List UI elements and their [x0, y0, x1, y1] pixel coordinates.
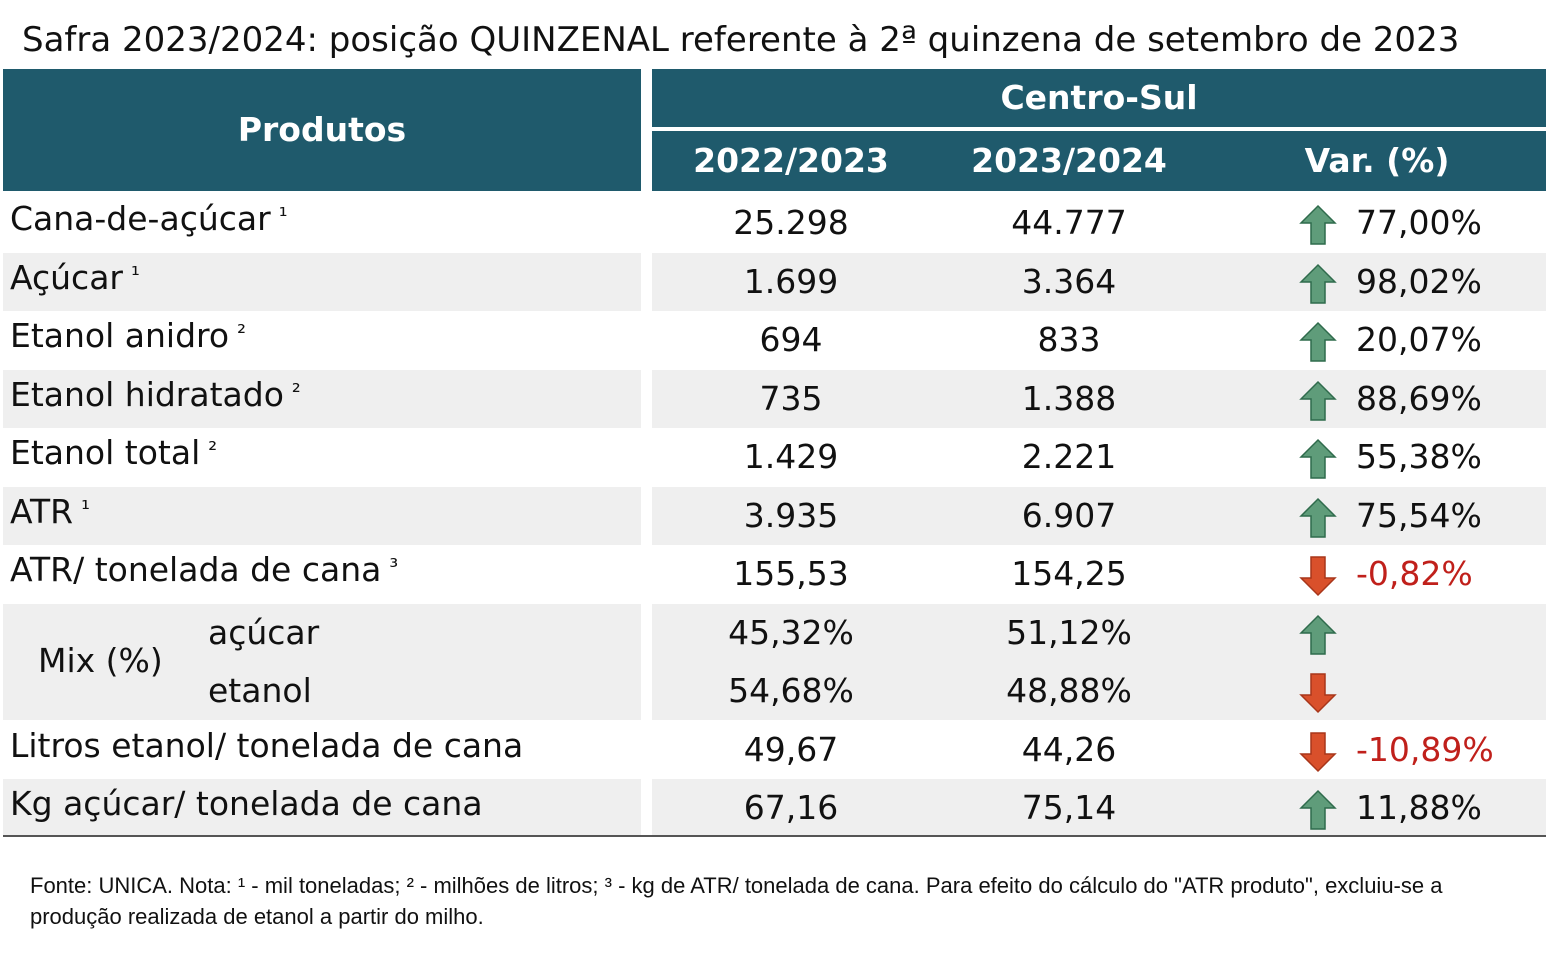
- value-2022: 735: [759, 378, 823, 418]
- table-row: Kg açúcar/ tonelada de cana 67,16 75,14 11,…: [0, 779, 1547, 837]
- row-bg-right: [652, 486, 1546, 545]
- row-bg-right: [652, 603, 1546, 720]
- header-col-var: Var. (%): [1304, 141, 1450, 180]
- row-label: Kg açúcar/ tonelada de cana: [10, 784, 483, 823]
- row-bg-left: [3, 603, 641, 720]
- arrow-up-icon: [1299, 380, 1337, 421]
- header-products-label: Produtos: [237, 110, 407, 149]
- header-columns: 2022/2023 2023/2024 Var. (%): [652, 131, 1546, 191]
- value-2022: 3.935: [743, 495, 839, 535]
- value-2022: 694: [759, 320, 823, 359]
- row-label: Cana-de-açúcar ¹: [10, 199, 288, 238]
- mix-label: Mix (%): [38, 640, 163, 680]
- variation-value: 55,38%: [1356, 437, 1482, 476]
- arrow-down-icon: [1299, 731, 1337, 772]
- row-label-footnote: ¹: [131, 262, 140, 288]
- variation-value: -10,89%: [1356, 729, 1494, 769]
- header-divider: [652, 127, 1546, 131]
- header-col-2023: 2023/2024: [971, 141, 1167, 180]
- value-2023: 154,25: [1011, 554, 1127, 593]
- variation-value: 75,54%: [1356, 495, 1482, 535]
- header-col-2022: 2022/2023: [693, 141, 889, 180]
- row-bg-left: [3, 252, 641, 311]
- arrow-up-icon: [1299, 497, 1337, 538]
- row-bg-left: [3, 486, 641, 545]
- variation-value: 77,00%: [1356, 203, 1482, 242]
- value-2022: 45,32%: [728, 612, 854, 652]
- table-row: Cana-de-açúcar ¹ 25.298 44.777 77,00%: [0, 194, 1547, 252]
- table-row: ATR ¹ 3.935 6.907 75,54%: [0, 486, 1547, 545]
- arrow-up-icon: [1299, 438, 1337, 479]
- table-row: Etanol anidro ² 694 833 20,07%: [0, 311, 1547, 369]
- value-2023: 833: [1037, 320, 1101, 359]
- row-label-footnote: ¹: [81, 496, 90, 522]
- header-region-label: Centro-Sul: [1000, 78, 1198, 117]
- row-label: Etanol hidratado ²: [10, 374, 301, 414]
- mix-sub-label: açúcar: [208, 612, 320, 652]
- value-2022: 155,53: [733, 554, 849, 593]
- value-2023: 2.221: [1021, 437, 1117, 476]
- value-2023: 48,88%: [1006, 671, 1132, 710]
- arrow-up-icon: [1299, 789, 1337, 830]
- arrow-up-icon: [1299, 614, 1337, 655]
- value-2022: 25.298: [733, 203, 849, 242]
- table-row: ATR/ tonelada de cana ³ 155,53 154,25 -0,82%: [0, 545, 1547, 603]
- row-label: Etanol total ²: [10, 433, 218, 472]
- row-label-footnote: ¹: [278, 204, 288, 229]
- value-2023: 51,12%: [1006, 612, 1132, 652]
- value-2022: 67,16: [743, 788, 839, 827]
- row-bg-right: [652, 252, 1546, 311]
- value-2022: 54,68%: [728, 671, 854, 710]
- table-row: Etanol total ² 1.429 2.221 55,38%: [0, 428, 1547, 486]
- mix-sub-label: etanol: [208, 671, 312, 710]
- row-label: Litros etanol/ tonelada de cana: [10, 725, 524, 765]
- value-2023: 6.907: [1021, 495, 1117, 535]
- row-label-footnote: ²: [237, 321, 246, 346]
- arrow-up-icon: [1299, 321, 1337, 362]
- row-label: Etanol anidro ²: [10, 316, 246, 355]
- value-2022: 49,67: [743, 729, 839, 769]
- value-2023: 75,14: [1021, 788, 1117, 827]
- row-label: ATR ¹: [10, 491, 90, 531]
- row-label: ATR/ tonelada de cana ³: [10, 550, 399, 589]
- value-2023: 1.388: [1021, 378, 1117, 418]
- row-bg-right: [652, 779, 1546, 837]
- row-label-footnote: ²: [291, 379, 301, 405]
- table-bottom-rule: [3, 835, 1546, 837]
- variation-value: 98,02%: [1356, 261, 1482, 301]
- mix-block: Mix (%) açúcar 45,32% 51,12% etanol 54,68% 48,…: [0, 603, 1547, 720]
- variation-value: 88,69%: [1356, 378, 1482, 418]
- row-bg-right: [652, 369, 1546, 428]
- variation-value: -0,82%: [1356, 554, 1473, 593]
- value-2023: 44,26: [1021, 729, 1117, 769]
- row-label: Açúcar ¹: [10, 257, 140, 297]
- row-label-footnote: ³: [389, 555, 399, 580]
- value-2022: 1.699: [743, 261, 839, 301]
- footer-note: Fonte: UNICA. Nota: ¹ - mil toneladas; ²…: [30, 873, 1443, 929]
- value-2023: 44.777: [1011, 203, 1127, 242]
- arrow-down-icon: [1299, 673, 1337, 714]
- variation-value: 11,88%: [1356, 788, 1482, 827]
- arrow-down-icon: [1299, 556, 1337, 597]
- row-label-footnote: ²: [208, 438, 218, 463]
- row-bg-left: [3, 369, 641, 428]
- value-2022: 1.429: [743, 437, 839, 476]
- table-row: Açúcar ¹ 1.699 3.364 98,02%: [0, 252, 1547, 311]
- arrow-up-icon: [1299, 263, 1337, 304]
- table-row: Litros etanol/ tonelada de cana 49,67 44,2…: [0, 721, 1547, 779]
- row-bg-left: [3, 779, 641, 837]
- header-region: Centro-Sul: [652, 69, 1546, 127]
- variation-value: 20,07%: [1356, 320, 1482, 359]
- table-row: Etanol hidratado ² 735 1.388 88,69%: [0, 369, 1547, 428]
- header-products: Produtos: [3, 69, 641, 191]
- page-title: Safra 2023/2024: posição QUINZENAL refer…: [22, 20, 1460, 60]
- value-2023: 3.364: [1021, 261, 1117, 301]
- arrow-up-icon: [1299, 204, 1337, 245]
